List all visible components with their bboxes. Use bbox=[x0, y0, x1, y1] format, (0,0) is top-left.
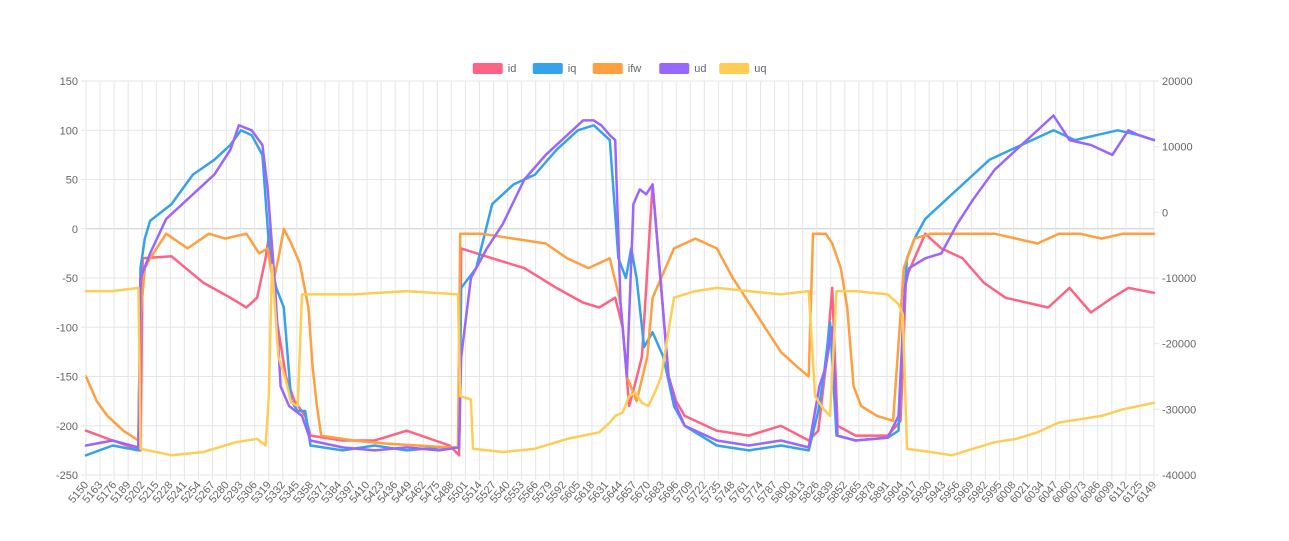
series-line-uq bbox=[84, 263, 1156, 457]
legend-label: ud bbox=[694, 63, 706, 75]
right-tick-label: 10000 bbox=[1162, 142, 1193, 154]
left-tick-label: -150 bbox=[56, 372, 78, 384]
right-tick-label: -20000 bbox=[1162, 339, 1196, 351]
series-line-ud bbox=[84, 114, 1156, 452]
left-tick-label: -200 bbox=[56, 421, 78, 433]
legend-swatch bbox=[592, 63, 623, 74]
left-tick-label: 100 bbox=[60, 125, 78, 137]
left-tick-label: 50 bbox=[66, 175, 78, 187]
right-y-axis: 20000 10000 0 -10000 -20000 -30000 -40000 bbox=[1154, 76, 1196, 482]
legend-label: id bbox=[508, 63, 517, 75]
left-y-axis: 150 100 50 0 -50 -100 -150 -200 -250 bbox=[56, 76, 86, 482]
right-tick-label: 20000 bbox=[1162, 76, 1193, 88]
legend-swatch bbox=[659, 63, 690, 74]
right-tick-label: -10000 bbox=[1162, 273, 1196, 285]
legend-item-ifw[interactable]: ifw bbox=[592, 63, 642, 75]
legend-item-iq[interactable]: iq bbox=[532, 63, 577, 75]
left-tick-label: -50 bbox=[62, 273, 78, 285]
legend-label: ifw bbox=[628, 63, 642, 75]
right-tick-label: 0 bbox=[1162, 207, 1168, 219]
legend-swatch bbox=[719, 63, 750, 74]
legend-label: iq bbox=[568, 63, 577, 75]
left-tick-label: -250 bbox=[56, 470, 78, 482]
left-tick-label: 150 bbox=[60, 76, 78, 88]
legend-item-uq[interactable]: uq bbox=[719, 63, 767, 75]
left-tick-label: -100 bbox=[56, 322, 78, 334]
legend-item-id[interactable]: id bbox=[472, 63, 517, 75]
legend-swatch bbox=[532, 63, 563, 74]
legend: id iq ifw ud uq bbox=[472, 63, 767, 75]
left-tick-label: 0 bbox=[72, 224, 78, 236]
legend-swatch bbox=[472, 63, 503, 74]
right-tick-label: -40000 bbox=[1162, 470, 1196, 482]
legend-label: uq bbox=[754, 63, 766, 75]
series-lines bbox=[84, 114, 1156, 457]
legend-item-ud[interactable]: ud bbox=[659, 63, 707, 75]
right-tick-label: -30000 bbox=[1162, 404, 1196, 416]
x-axis: 5150516351765189520252155228524152545267… bbox=[66, 475, 1159, 506]
